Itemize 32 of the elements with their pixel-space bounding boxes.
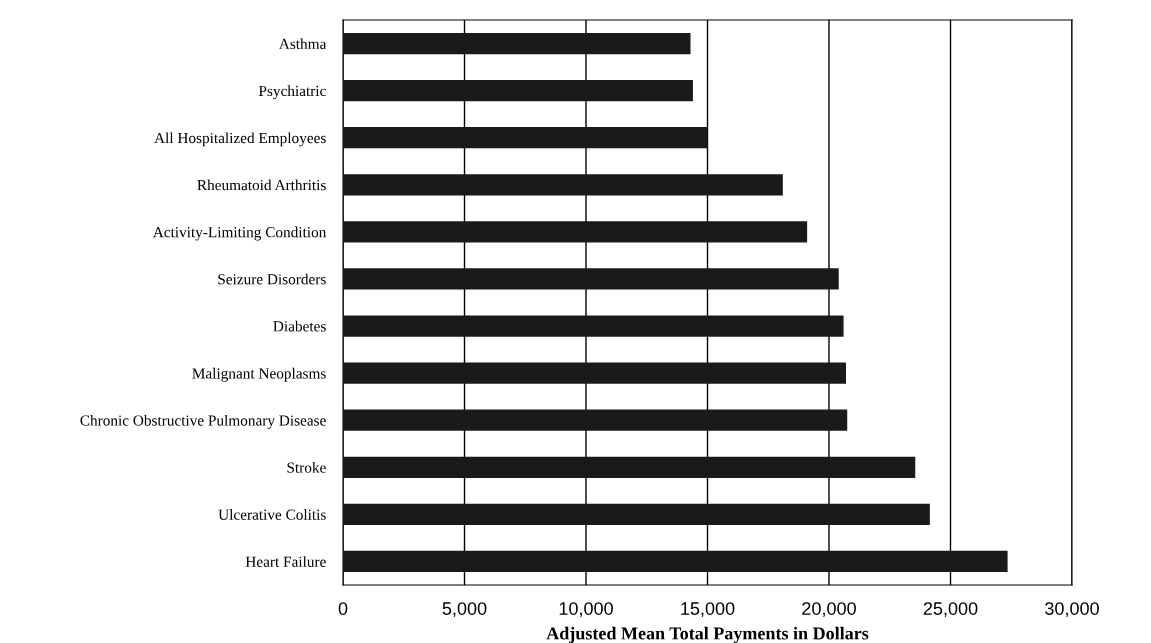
y-tick-label: Psychiatric [258,85,326,100]
bar [343,362,847,384]
y-tick-label: Seizure Disorders [218,273,326,285]
bar [343,268,839,290]
bar [343,221,808,243]
bar [343,174,783,196]
x-tick-label: 15,000 [681,602,735,618]
bar [343,315,844,337]
y-tick-label: Asthma [278,38,327,49]
y-tick-label: Heart Failure [245,556,326,567]
bar [343,80,693,102]
x-tick-label: 10,000 [559,602,613,618]
y-tick-label: Activity-Limiting Condition [152,226,327,241]
y-tick-label: Diabetes [273,320,326,332]
x-tick-label: 5,000 [442,602,487,618]
bar [343,550,1008,573]
bar [343,32,691,55]
x-tick-label: 30,000 [1045,602,1099,618]
y-tick-label: Stroke [287,461,326,473]
x-tick-label: 0 [338,602,348,615]
bar [343,127,708,149]
y-tick-label: Chronic Obstructive Pulmonary Disease [80,414,326,429]
bar [343,409,848,431]
y-tick-label: Ulcerative Colitis [218,509,326,520]
y-tick-label: All Hospitalized Employees [154,132,326,147]
y-tick-label: Malignant Neoplasms [192,367,326,382]
x-axis-title: Adjusted Mean Total Payments in Dollars [546,626,869,643]
bar [343,456,916,478]
x-tick-label: 20,000 [802,602,856,618]
x-tick-label: 25,000 [923,602,978,618]
y-tick-label: Rheumatoid Arthritis [197,179,326,191]
bar [343,503,930,525]
